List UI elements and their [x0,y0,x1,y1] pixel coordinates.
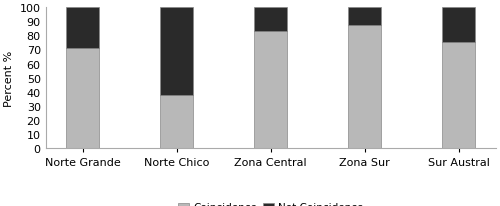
Bar [442,43,476,148]
Bar [442,8,476,43]
Bar [160,95,193,148]
Y-axis label: Percent %: Percent % [4,50,14,106]
Bar [66,49,99,148]
Legend: Coincidence, Not Coincidence: Coincidence, Not Coincidence [174,198,367,206]
Bar [254,8,287,32]
Bar [348,26,382,148]
Bar [254,32,287,148]
Bar [66,8,99,49]
Bar [348,8,382,26]
Bar [160,8,193,95]
